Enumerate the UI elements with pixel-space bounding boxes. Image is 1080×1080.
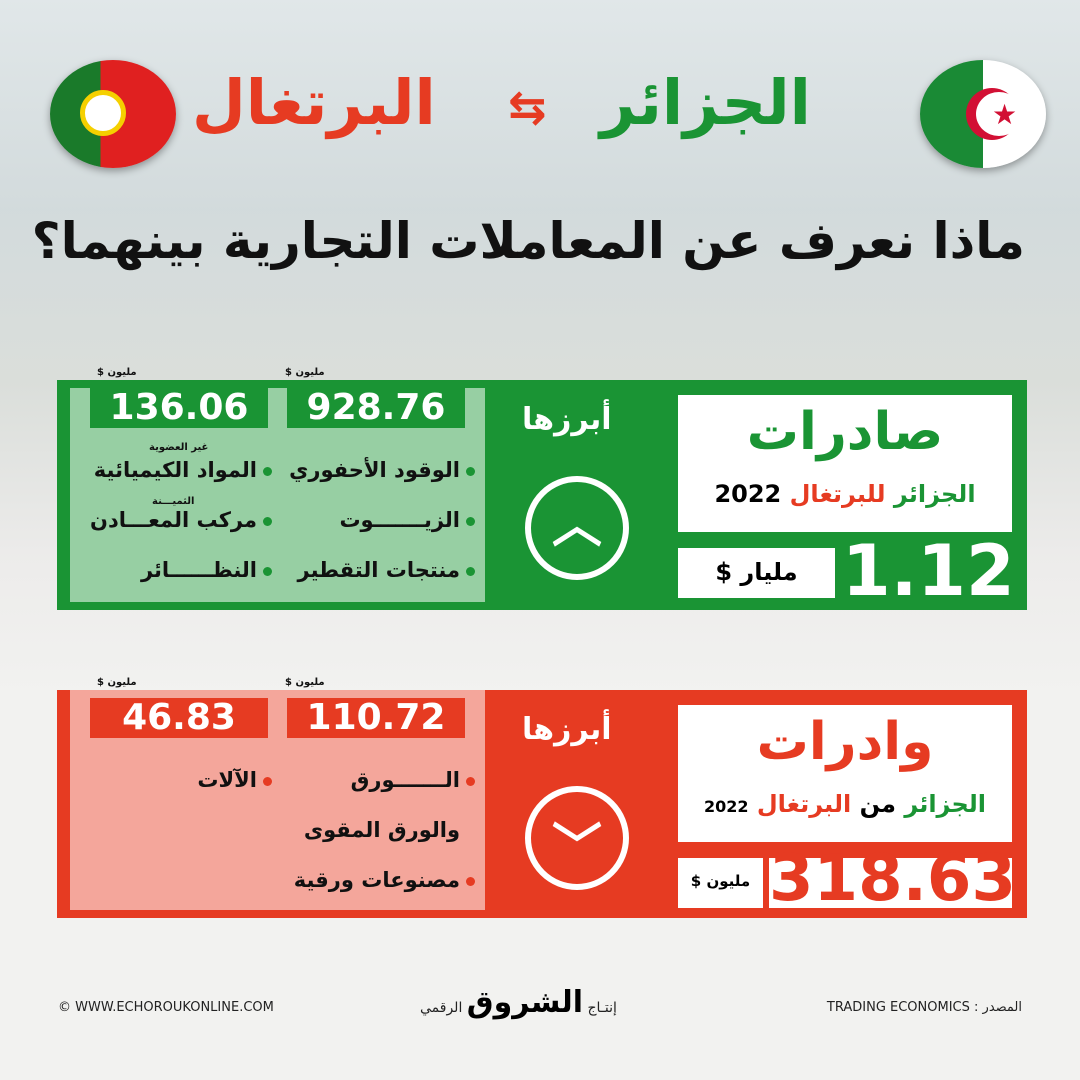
chevron-down-icon: ﹀ bbox=[525, 786, 629, 890]
note: غير العضوية bbox=[149, 442, 209, 453]
imports-subtitle: الجزائر من البرتغال 2022 bbox=[703, 790, 987, 818]
list-item: مركب المعـــادن bbox=[90, 508, 272, 532]
list-item: الزيـــــــوت bbox=[339, 508, 475, 532]
list-item: والورق المقوى bbox=[303, 818, 460, 842]
brand-logo: الشروق bbox=[466, 985, 584, 1020]
total-unit: مليون $ bbox=[690, 872, 751, 890]
value-box: 110.72 bbox=[287, 698, 465, 738]
list-item: الوقود الأحفوري bbox=[289, 458, 475, 482]
exports-subtitle: الجزائر للبرتغال 2022 bbox=[714, 480, 976, 508]
production-credit: إنتـاج الشروق الرقمي bbox=[420, 985, 617, 1020]
note: الثميـــنة bbox=[152, 496, 195, 507]
list-item: منتجات التقطير bbox=[298, 558, 475, 582]
imports-panel: مليون $ 110.72 مليون $ 46.83 الـــــــور… bbox=[57, 677, 1027, 918]
unit-label: مليون $ bbox=[285, 367, 325, 378]
list-item: الـــــــورق bbox=[351, 768, 475, 792]
unit-label: مليون $ bbox=[285, 677, 325, 688]
country-algeria: الجزائر bbox=[600, 66, 811, 139]
list-item: المواد الكيميائية bbox=[94, 458, 272, 482]
value-box: 136.06 bbox=[90, 388, 268, 428]
value-box: 928.76 bbox=[287, 388, 465, 428]
imports-total: 318.63 bbox=[769, 842, 1016, 916]
exports-total: 1.12 bbox=[842, 530, 1015, 612]
total-unit: مليار $ bbox=[715, 558, 798, 586]
list-item: الآلات bbox=[197, 768, 272, 792]
exports-panel: مليون $ 928.76 مليون $ 136.06 الوقود الأ… bbox=[57, 367, 1027, 612]
highlight-label: أبرزها bbox=[522, 712, 612, 747]
exports-title: صادرات bbox=[746, 402, 944, 462]
chevron-up-icon: ︿ bbox=[525, 476, 629, 580]
list-item: مصنوعات ورقية bbox=[294, 868, 475, 892]
unit-label: مليون $ bbox=[97, 367, 137, 378]
question-title: ماذا نعرف عن المعاملات التجارية بينهما؟ bbox=[31, 212, 1025, 270]
exchange-arrows-icon: ⇆ bbox=[508, 80, 547, 134]
list-item: النظــــــائر bbox=[141, 558, 272, 582]
imports-title: وادرات bbox=[756, 712, 934, 772]
portugal-flag bbox=[50, 60, 176, 168]
unit-label: مليون $ bbox=[97, 677, 137, 688]
highlight-label: أبرزها bbox=[522, 402, 612, 437]
copyright-link[interactable]: © WWW.ECHOROUKONLINE.COM bbox=[58, 1000, 274, 1015]
algeria-flag: ★ bbox=[920, 60, 1046, 168]
value-box: 46.83 bbox=[90, 698, 268, 738]
source-label: المصدر : TRADING ECONOMICS bbox=[826, 1000, 1022, 1015]
country-portugal: البرتغال bbox=[192, 66, 436, 139]
